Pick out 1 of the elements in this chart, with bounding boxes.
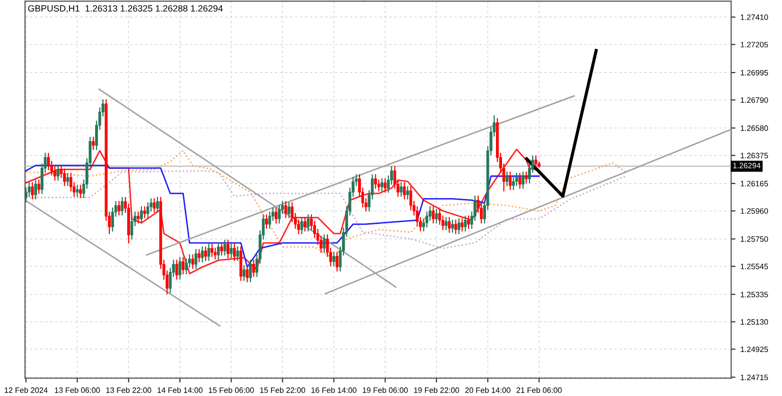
chart-title: GBPUSD,H1 1.26313 1.26325 1.26288 1.26294 [28, 5, 223, 13]
